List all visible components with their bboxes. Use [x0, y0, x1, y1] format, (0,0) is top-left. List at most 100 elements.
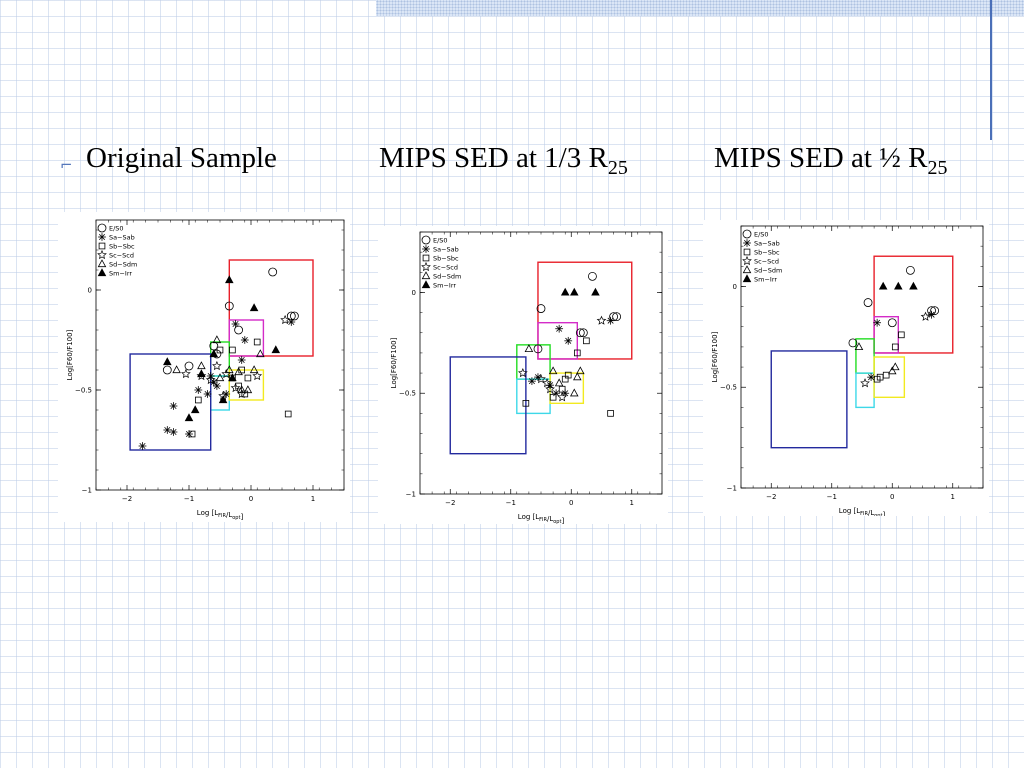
- asterisk-data-point: [138, 442, 147, 450]
- star-data-point: [517, 367, 528, 378]
- legend-marker-open-square-icon: [743, 248, 751, 256]
- circle-data-point: [289, 311, 299, 321]
- triangle-data-point: [576, 366, 585, 375]
- square-data-point: [216, 346, 224, 354]
- x-tick-label: 1: [951, 493, 955, 501]
- red-region-box: [873, 255, 954, 354]
- filled-triangle-data-point: [249, 303, 259, 312]
- filled-triangle-data-point: [560, 287, 570, 296]
- star-data-point: [536, 374, 546, 384]
- plot-panel-third: −2 −1 0 1 0 −0.5 −1 Log [LFIR/Lopt] Log[F60/F100…: [378, 226, 668, 524]
- square-data-point: [194, 396, 202, 404]
- red-region-box: [537, 261, 633, 360]
- y-tick-label: −0.5: [720, 384, 737, 392]
- y-axis-label: Log[F60/F100]: [711, 331, 719, 382]
- triangle-data-point: [554, 378, 564, 387]
- x-tick-label: 0: [249, 495, 253, 503]
- legend-label: Sb−Sbc: [754, 249, 780, 257]
- legend-marker-asterisk-icon: [743, 239, 751, 247]
- y-tick-label: −1: [406, 491, 416, 499]
- filled-triangle-data-point: [184, 413, 194, 422]
- legend-marker-open-square-icon: [98, 242, 106, 250]
- magenta-region-box: [537, 321, 579, 360]
- star-data-point: [545, 384, 555, 394]
- triangle-data-point: [197, 361, 206, 370]
- filled-triangle-data-point: [271, 345, 281, 354]
- x-tick-label: −1: [827, 493, 837, 501]
- legend-marker-filled-triangle-icon: [97, 268, 107, 277]
- triangle-data-point: [237, 385, 246, 394]
- y-tick-label: −1: [727, 485, 737, 493]
- star-data-point: [181, 368, 191, 379]
- square-data-point: [876, 373, 884, 381]
- triangle-data-point: [887, 366, 897, 375]
- asterisk-data-point: [163, 426, 172, 434]
- legend-label: Sb−Sbc: [433, 255, 459, 263]
- circle-data-point: [887, 318, 897, 328]
- x-tick-label: 0: [890, 493, 894, 501]
- circle-data-point: [578, 328, 588, 338]
- legend-label: Sc−Scd: [433, 264, 458, 272]
- filled-triangle-data-point: [591, 287, 600, 296]
- filled-triangle-data-point: [163, 357, 172, 366]
- blue-region-box: [449, 356, 527, 455]
- star-data-point: [542, 378, 552, 388]
- x-tick-label: −2: [122, 495, 132, 503]
- filled-triangle-data-point: [218, 395, 228, 404]
- x-tick-label: −2: [766, 493, 776, 501]
- legend-marker-open-triangle-icon: [97, 259, 107, 268]
- legend-label: Sm−Irr: [754, 276, 777, 284]
- x-tick-label: −1: [506, 499, 516, 507]
- square-data-point: [284, 410, 292, 418]
- circle-data-point: [848, 338, 858, 348]
- square-data-point: [238, 366, 246, 374]
- star-data-point: [212, 360, 222, 371]
- asterisk-data-point: [169, 428, 178, 436]
- legend-label: Sd−Sdm: [109, 261, 137, 269]
- triangle-data-point: [215, 373, 225, 382]
- legend-label: Sd−Sdm: [754, 267, 782, 275]
- asterisk-data-point: [231, 320, 240, 328]
- yellow-region-box: [228, 369, 265, 401]
- star-data-point: [252, 370, 263, 381]
- square-data-point: [549, 393, 557, 401]
- square-data-point: [882, 371, 890, 379]
- y-tick-label: 0: [88, 287, 92, 295]
- asterisk-data-point: [528, 377, 536, 386]
- blue-region-box: [129, 353, 212, 451]
- filled-triangle-data-point: [228, 373, 237, 382]
- x-tick-label: 1: [630, 499, 634, 507]
- asterisk-data-point: [203, 390, 212, 398]
- asterisk-data-point: [867, 373, 875, 382]
- star-data-point: [920, 311, 931, 321]
- legend-label: Sd−Sdm: [433, 273, 461, 281]
- red-region-box: [228, 259, 314, 357]
- square-data-point: [573, 349, 581, 357]
- legend-marker-open-square-icon: [422, 254, 430, 262]
- heading-mips-sed-third: MIPS SED at 1/3 R25: [379, 142, 628, 179]
- x-tick-label: 1: [311, 495, 315, 503]
- star-data-point: [596, 315, 607, 325]
- asterisk-data-point: [240, 336, 249, 344]
- triangle-data-point: [573, 372, 582, 381]
- legend-label: Sc−Scd: [754, 258, 779, 266]
- legend-marker-open-triangle-icon: [742, 265, 752, 274]
- triangle-data-point: [249, 365, 259, 374]
- legend-marker-filled-triangle-icon: [742, 274, 752, 283]
- legend-label: Sa−Sab: [109, 234, 135, 242]
- square-data-point: [891, 343, 899, 351]
- square-data-point: [244, 374, 252, 382]
- filled-triangle-data-point: [197, 369, 206, 378]
- legend-label: Sa−Sab: [433, 246, 459, 254]
- x-axis-label: Log [LFIR/Lopt]: [839, 507, 886, 516]
- legend-label: E/S0: [433, 237, 448, 245]
- x-axis-label: Log [LFIR/Lopt]: [197, 509, 244, 521]
- legend-label: Sm−Irr: [109, 270, 132, 278]
- legend-label: Sa−Sab: [754, 240, 780, 248]
- asterisk-data-point: [927, 310, 936, 319]
- triangle-data-point: [172, 365, 181, 374]
- y-axis-label: Log[F60/F100]: [66, 329, 74, 380]
- circle-data-point: [863, 298, 873, 307]
